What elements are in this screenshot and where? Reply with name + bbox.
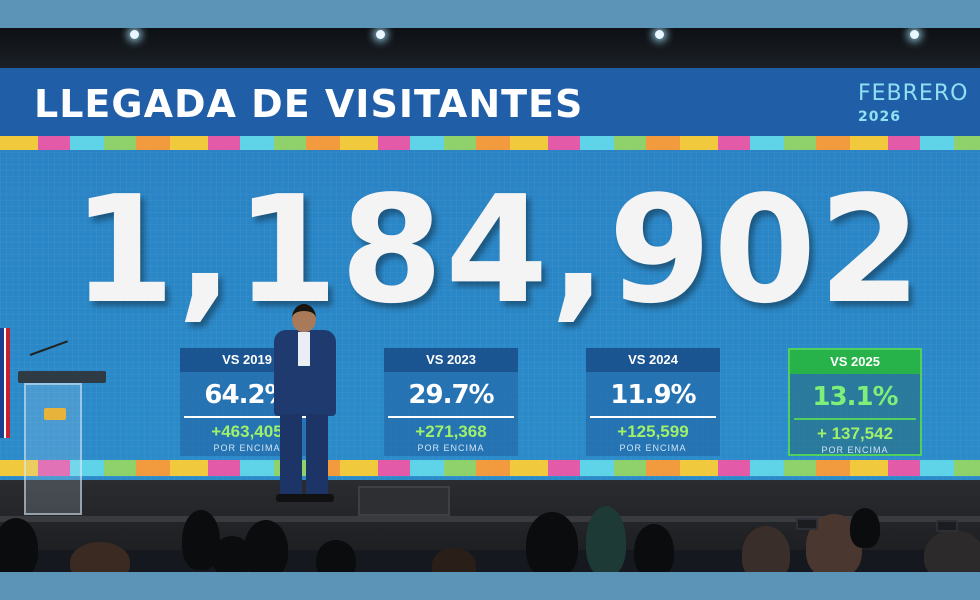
ceiling-light-icon	[910, 30, 919, 39]
comparison-card-2024: VS 2024 11.9% +125,599 POR ENCIMA	[586, 348, 720, 456]
ceiling-light-icon	[130, 30, 139, 39]
audience-head	[432, 548, 476, 572]
audience-head	[70, 542, 130, 572]
decorative-stripe	[0, 460, 980, 476]
comparison-delta: + 137,542	[816, 424, 894, 443]
audience-head	[742, 526, 790, 572]
year-label: 2026	[858, 109, 901, 125]
comparison-card-2025: VS 2025 13.1% + 137,542 POR ENCIMA	[788, 348, 922, 456]
audience-head	[0, 518, 38, 572]
divider	[184, 416, 310, 418]
podium-logo-icon	[44, 408, 66, 420]
phone-icon	[936, 520, 958, 532]
divider	[590, 416, 716, 418]
audience	[0, 498, 980, 572]
flag-icon	[0, 328, 10, 438]
comparison-card-2023: VS 2023 29.7% +271,368 POR ENCIMA	[384, 348, 518, 456]
presenter-shoes	[276, 494, 334, 502]
phone-icon	[796, 518, 818, 530]
month-label: FEBRERO	[858, 81, 969, 106]
decorative-stripe	[0, 136, 980, 150]
presenter-shirt	[298, 332, 310, 366]
comparison-note: POR ENCIMA	[213, 443, 281, 453]
glass-podium	[24, 383, 82, 515]
comparison-label: VS 2023	[384, 348, 518, 372]
divider	[794, 418, 916, 420]
audience-head	[526, 512, 578, 572]
title-bar: LLEGADA DE VISITANTES FEBRERO 2026	[0, 68, 980, 136]
comparison-note: POR ENCIMA	[619, 443, 687, 453]
comparison-delta: +125,599	[617, 422, 689, 441]
presenter	[268, 304, 340, 504]
comparison-delta: +271,368	[415, 422, 487, 441]
led-screen: LLEGADA DE VISITANTES FEBRERO 2026 1,184…	[0, 68, 980, 480]
audience-head	[924, 530, 980, 572]
comparison-label: VS 2024	[586, 348, 720, 372]
presenter-head	[292, 304, 316, 332]
comparison-percent: 29.7%	[408, 380, 494, 410]
comparison-delta: +463,405	[211, 422, 283, 441]
audience-head	[850, 508, 880, 548]
presenter-legs	[280, 414, 328, 496]
audience-head	[244, 520, 288, 572]
comparison-percent: 13.1%	[812, 382, 898, 412]
comparison-label: VS 2025	[790, 350, 920, 374]
comparison-note: POR ENCIMA	[417, 443, 485, 453]
audience-head	[634, 524, 674, 572]
ceiling-light-icon	[376, 30, 385, 39]
event-photo: LLEGADA DE VISITANTES FEBRERO 2026 1,184…	[0, 28, 980, 572]
ceiling	[0, 28, 980, 68]
screen-title: LLEGADA DE VISITANTES	[34, 82, 584, 126]
audience-head	[586, 506, 626, 572]
total-visitors: 1,184,902	[72, 164, 924, 336]
comparison-percent: 11.9%	[610, 380, 696, 410]
stage-monitor-speaker	[358, 486, 450, 516]
comparison-note: POR ENCIMA	[821, 445, 889, 455]
stage-edge	[0, 516, 980, 522]
divider	[388, 416, 514, 418]
podium-top	[18, 371, 106, 383]
audience-head	[316, 540, 356, 572]
ceiling-light-icon	[655, 30, 664, 39]
